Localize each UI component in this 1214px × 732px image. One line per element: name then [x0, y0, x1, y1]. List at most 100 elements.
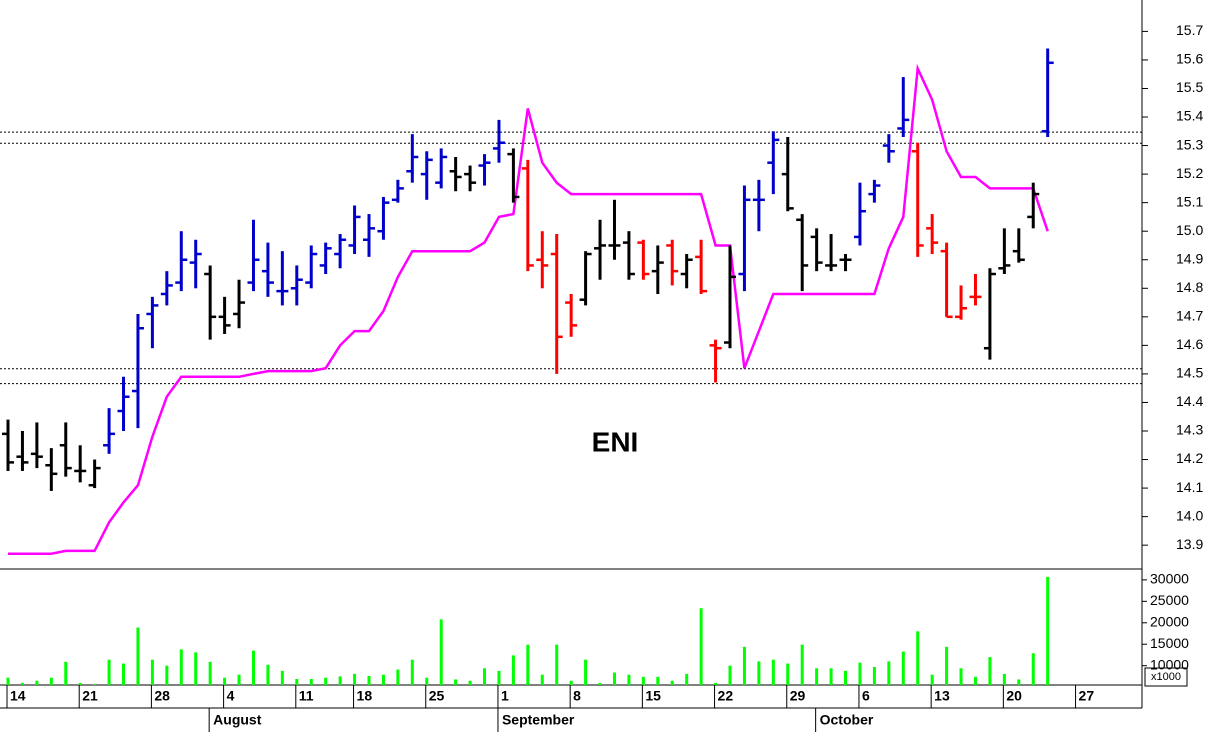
volume-bar — [64, 661, 68, 685]
volume-bar — [483, 668, 487, 685]
volume-bar — [367, 675, 371, 685]
volume-bar — [136, 627, 140, 685]
volume-bar — [887, 661, 891, 685]
y-tick-label: 14.1 — [1176, 479, 1203, 495]
x-tick-label: 6 — [862, 688, 870, 704]
x-tick-label: 18 — [357, 688, 373, 704]
x-tick-label: 8 — [573, 688, 581, 704]
volume-bar — [295, 678, 299, 685]
y-tick-label: 14.9 — [1176, 250, 1203, 266]
volume-bar — [641, 676, 645, 685]
volume-bar — [685, 673, 689, 685]
volume-bar — [107, 659, 111, 685]
x-tick-label: 4 — [227, 688, 235, 704]
volume-bar — [237, 674, 241, 685]
y-tick-label: 15.0 — [1176, 222, 1203, 238]
volume-bar — [612, 672, 616, 685]
volume-bar — [20, 682, 24, 685]
volume-bar — [800, 644, 804, 685]
volume-bar — [511, 655, 515, 685]
volume-bar — [150, 659, 154, 685]
y-tick-label: 14.5 — [1176, 365, 1203, 381]
y-tick-label: 15.3 — [1176, 136, 1203, 152]
volume-bar — [728, 665, 732, 685]
y-tick-label: 14.4 — [1176, 393, 1203, 409]
volume-bar — [670, 680, 674, 685]
unit-note: x1000 — [1151, 671, 1181, 683]
volume-bar — [439, 619, 443, 685]
volume-bar — [122, 663, 126, 685]
volume-bar — [627, 674, 631, 685]
volume-bar — [266, 664, 270, 685]
volume-bar — [309, 678, 313, 685]
volume-bar — [771, 659, 775, 685]
volume-bar — [1031, 653, 1035, 685]
x-tick-label: 20 — [1006, 688, 1022, 704]
y-tick-label: 15.6 — [1176, 51, 1203, 67]
volume-bar — [35, 680, 39, 685]
volume-bar — [223, 677, 227, 685]
volume-bar — [584, 659, 588, 685]
volume-bar — [165, 665, 169, 685]
volume-bar — [988, 657, 992, 685]
x-tick-label: 14 — [10, 688, 26, 704]
y-tick-label: 20000 — [1150, 613, 1189, 629]
y-tick-label: 14.3 — [1176, 422, 1203, 438]
y-tick-label: 10000 — [1150, 656, 1189, 672]
month-label: October — [820, 712, 874, 728]
volume-bar — [324, 677, 328, 685]
x-tick-label: 13 — [934, 688, 950, 704]
y-tick-label: 25000 — [1150, 592, 1189, 608]
volume-bar — [901, 651, 905, 685]
y-tick-label: 14.7 — [1176, 308, 1203, 324]
volume-bar — [930, 674, 934, 685]
y-tick-label: 15.1 — [1176, 193, 1203, 209]
volume-bar — [497, 670, 501, 685]
volume-bar — [1002, 673, 1006, 685]
volume-bar — [410, 659, 414, 685]
volume-bar — [396, 669, 400, 685]
y-tick-label: 30000 — [1150, 571, 1189, 587]
volume-bar — [916, 631, 920, 685]
volume-bar — [526, 644, 530, 685]
volume-bar — [815, 668, 819, 685]
volume-bar — [699, 608, 703, 685]
volume-bar — [973, 676, 977, 685]
x-tick-label: 1 — [501, 688, 509, 704]
volume-bar — [251, 650, 255, 685]
x-tick-label: 28 — [154, 688, 170, 704]
volume-bar — [194, 652, 198, 685]
volume-bar — [714, 682, 718, 685]
volume-bar — [742, 646, 746, 685]
volume-bar — [829, 668, 833, 685]
volume-bar — [454, 679, 458, 685]
x-tick-label: 22 — [718, 688, 734, 704]
volume-bar — [786, 663, 790, 685]
x-tick-label: 15 — [645, 688, 661, 704]
volume-bar — [656, 676, 660, 685]
volume-bar — [179, 649, 183, 685]
y-tick-label: 14.6 — [1176, 336, 1203, 352]
volume-bar — [338, 676, 342, 685]
volume-bar — [872, 666, 876, 685]
volume-bar — [959, 668, 963, 685]
volume-bar — [6, 677, 10, 685]
volume-bar — [757, 661, 761, 685]
volume-bar — [945, 646, 949, 685]
y-tick-label: 14.2 — [1176, 450, 1203, 466]
x-tick-label: 25 — [429, 688, 445, 704]
x-tick-label: 27 — [1079, 688, 1095, 704]
y-tick-label: 15.2 — [1176, 165, 1203, 181]
volume-bar — [1046, 576, 1050, 685]
x-tick-label: 11 — [299, 688, 314, 704]
x-tick-label: 21 — [82, 688, 98, 704]
y-tick-label: 15.4 — [1176, 108, 1203, 124]
volume-bar — [1017, 679, 1021, 685]
y-tick-label: 15000 — [1150, 635, 1189, 651]
month-label: September — [502, 712, 575, 728]
y-tick-label: 14.8 — [1176, 279, 1203, 295]
volume-bar — [280, 670, 284, 685]
stop-line — [8, 63, 1049, 555]
